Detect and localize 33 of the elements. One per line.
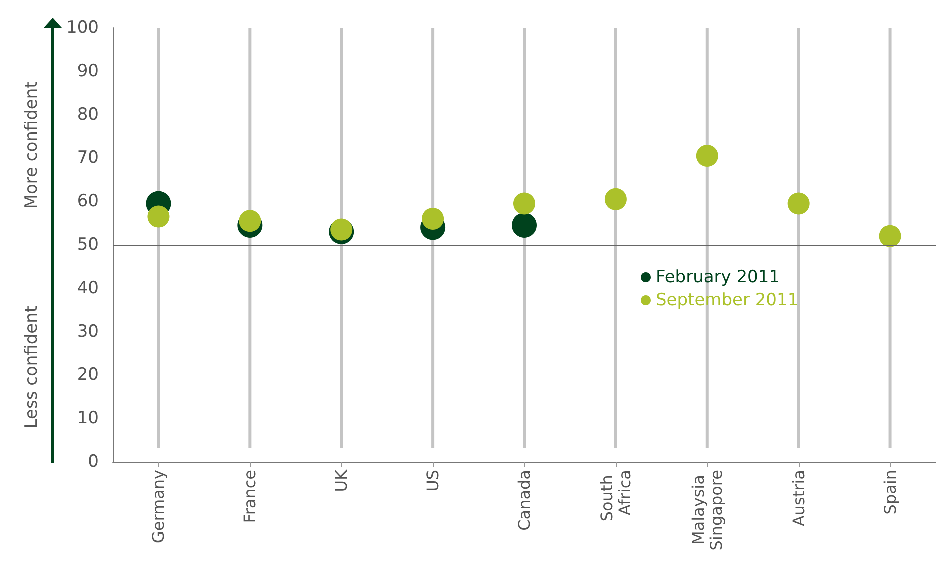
y-tick-label: 10 [77,408,99,429]
legend-label: September 2011 [656,290,799,310]
x-tick-label: Malaysia Singapore [688,470,726,551]
x-tick-label: Austria [789,470,808,527]
point [422,208,444,230]
point [604,188,627,210]
legend-label: February 2011 [656,268,780,288]
y-tick-label: 80 [77,104,99,125]
y-tick-label: 0 [88,452,99,472]
text: More confident [22,81,42,210]
point [148,206,170,228]
y-tick-label: 50 [77,235,99,255]
y-tick-label: 70 [77,148,99,168]
x-tick-label: Spain [880,470,900,515]
x-tick-label: South Africa [597,470,634,522]
y-tick-label: 60 [77,192,99,212]
point [514,192,536,215]
x-tick-label: France [240,470,260,524]
y-tick-label: 30 [77,322,99,342]
point [879,225,902,248]
x-tick-label: UK [332,469,352,492]
text: Less confident [22,306,42,429]
point [512,212,537,238]
y-tick-label: 100 [66,18,99,38]
y-tick-label: 20 [77,365,99,386]
point [239,210,262,232]
x-tick-label: US [424,470,443,492]
y-tick-label: 40 [77,278,99,298]
x-tick-label: Germany [149,470,168,544]
point [788,192,810,215]
x-tick-label: Canada [515,470,534,531]
y-tick-label: 90 [77,61,99,82]
point [696,145,718,168]
